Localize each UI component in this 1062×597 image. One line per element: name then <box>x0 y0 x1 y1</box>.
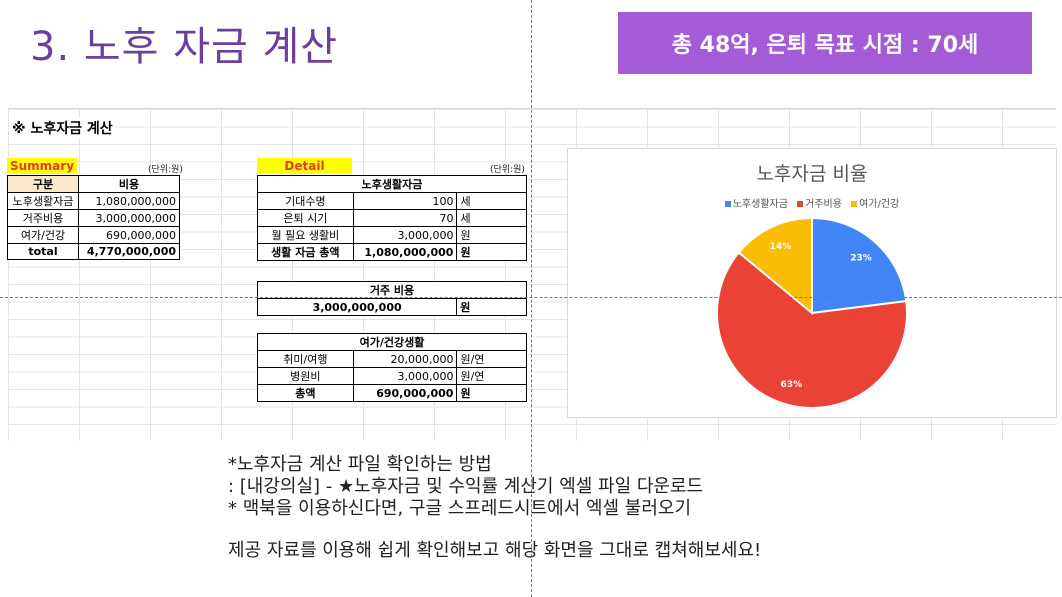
summary-cell-value[interactable]: 690,000,000 <box>78 226 180 244</box>
living-cell-label[interactable]: 은퇴 시기 <box>257 209 354 227</box>
leisure-cell-value[interactable]: 3,000,000 <box>352 367 458 385</box>
table-row: total 4,770,000,000 <box>7 243 180 260</box>
summary-header-cost[interactable]: 비용 <box>78 175 180 193</box>
housing-cost-title[interactable]: 거주 비용 <box>257 281 527 299</box>
living-cell-unit[interactable]: 세 <box>456 209 527 227</box>
living-cell-value[interactable]: 1,080,000,000 <box>352 243 458 261</box>
table-row: 취미/여행 20,000,000 원/연 <box>257 350 527 368</box>
legend-swatch-1 <box>797 201 804 207</box>
summary-cell-label[interactable]: 노후생활자금 <box>7 192 79 210</box>
summary-cell-value[interactable]: 3,000,000,000 <box>78 209 180 227</box>
pie-slice-2[interactable] <box>737 216 813 316</box>
living-cell-unit[interactable]: 세 <box>456 192 527 210</box>
slide-title: 3. 노후 자금 계산 <box>30 24 339 70</box>
table-row: 3,000,000,000 원 <box>256 298 527 316</box>
living-cell-unit[interactable]: 원 <box>456 226 527 244</box>
leisure-cell-unit[interactable]: 원 <box>456 384 527 402</box>
note-spacer <box>228 520 761 540</box>
table-row: 은퇴 시기 70 세 <box>257 209 527 227</box>
guide-line-vertical <box>531 0 532 597</box>
sheet-heading: ※ 노후자금 계산 <box>10 118 115 138</box>
legend-item: 여가/건강 <box>851 199 899 210</box>
table-row: 기대수명 100 세 <box>257 192 527 210</box>
leisure-cell-unit[interactable]: 원/연 <box>456 367 527 385</box>
note-line: *노후자금 계산 파일 확인하는 방법 <box>228 454 492 475</box>
table-row: 병원비 3,000,000 원/연 <box>257 367 527 385</box>
legend-label: 노후생활자금 <box>732 199 788 210</box>
living-cell-value[interactable]: 70 <box>352 209 458 227</box>
pie-slice-0[interactable] <box>811 216 908 315</box>
table-row: 월 필요 생활비 3,000,000 원 <box>257 226 527 244</box>
note-line: : [내강의실] - ★노후자금 및 수익률 계산기 엑셀 파일 다운로드 <box>228 476 704 497</box>
summary-cell-label[interactable]: 거주비용 <box>7 209 79 227</box>
living-cell-value[interactable]: 100 <box>352 192 458 210</box>
living-cell-label[interactable]: 월 필요 생활비 <box>257 226 354 244</box>
living-cell-unit[interactable]: 원 <box>456 243 527 261</box>
note-line: * 맥북을 이용하신다면, 구글 스프레드시트에서 엑셀 불러오기 <box>228 498 692 519</box>
housing-cost-value[interactable]: 3,000,000,000 <box>256 298 458 316</box>
housing-cost-unit[interactable]: 원 <box>456 298 527 316</box>
leisure-cell-value[interactable]: 20,000,000 <box>352 350 458 368</box>
chart-legend: 노후생활자금 거주비용 여가/건강 <box>568 195 1056 210</box>
detail-tag: Detail <box>257 158 352 174</box>
leisure-cell-label[interactable]: 총액 <box>257 384 354 402</box>
table-row: 거주비용 3,000,000,000 <box>7 209 180 227</box>
note-line: 제공 자료를 이용해 쉽게 확인해보고 해당 화면을 그대로 캡쳐해보세요! <box>228 540 762 561</box>
summary-unit: (단위:원) <box>148 165 183 175</box>
summary-total-label[interactable]: total <box>7 243 79 260</box>
chart-title: 노후자금 비율 <box>756 163 868 185</box>
goal-banner: 총 48억, 은퇴 목표 시점 : 70세 <box>618 12 1032 74</box>
summary-tag: Summary <box>7 158 77 174</box>
summary-cell-label[interactable]: 여가/건강 <box>7 226 79 244</box>
leisure-cost-table: 여가/건강생활 취미/여행 20,000,000 원/연 병원비 3,000,0… <box>257 333 527 402</box>
table-row: 여가/건강 690,000,000 <box>7 226 180 244</box>
table-row: 총액 690,000,000 원 <box>257 384 527 402</box>
pie-slice-label: 23% <box>850 253 872 263</box>
living-cost-table: 노후생활자금 기대수명 100 세 은퇴 시기 70 세 월 필요 생활비 3,… <box>257 175 527 261</box>
summary-header-category[interactable]: 구분 <box>7 175 79 193</box>
legend-item: 거주비용 <box>797 199 842 210</box>
leisure-cell-value[interactable]: 690,000,000 <box>352 384 458 402</box>
summary-cell-value[interactable]: 1,080,000,000 <box>78 192 180 210</box>
summary-total-value[interactable]: 4,770,000,000 <box>78 243 180 260</box>
pie-chart[interactable]: 노후자금 비율 노후생활자금 거주비용 여가/건강 23% 63% 14% <box>567 148 1057 418</box>
summary-table: 구분 비용 노후생활자금 1,080,000,000 거주비용 3,000,00… <box>7 175 180 260</box>
living-cell-label[interactable]: 기대수명 <box>257 192 354 210</box>
living-cost-title[interactable]: 노후생활자금 <box>257 175 527 193</box>
housing-cost-table: 거주 비용 3,000,000,000 원 <box>256 281 527 316</box>
legend-swatch-2 <box>851 201 858 207</box>
living-cell-label[interactable]: 생활 자금 총액 <box>257 243 354 261</box>
leisure-cell-label[interactable]: 취미/여행 <box>257 350 354 368</box>
legend-label: 거주비용 <box>805 199 842 210</box>
pie-slice-label: 63% <box>781 380 803 390</box>
detail-unit: (단위:원) <box>490 165 525 175</box>
table-row: 생활 자금 총액 1,080,000,000 원 <box>257 243 527 261</box>
leisure-cell-label[interactable]: 병원비 <box>257 367 354 385</box>
legend-swatch-0 <box>724 201 731 207</box>
living-cell-value[interactable]: 3,000,000 <box>352 226 458 244</box>
guide-line-horizontal <box>0 297 1062 298</box>
leisure-cell-unit[interactable]: 원/연 <box>456 350 527 368</box>
legend-label: 여가/건강 <box>859 199 900 210</box>
pie-slice-label: 14% <box>770 242 792 252</box>
pie-svg: 23% 63% 14% <box>716 216 908 409</box>
instructions: *노후자금 계산 파일 확인하는 방법 : [내강의실] - ★노후자금 및 수… <box>228 454 761 562</box>
legend-item: 노후생활자금 <box>724 199 788 210</box>
table-row: 노후생활자금 1,080,000,000 <box>7 192 180 210</box>
leisure-cost-title[interactable]: 여가/건강생활 <box>257 333 527 351</box>
pie-slice-1[interactable] <box>716 251 908 409</box>
